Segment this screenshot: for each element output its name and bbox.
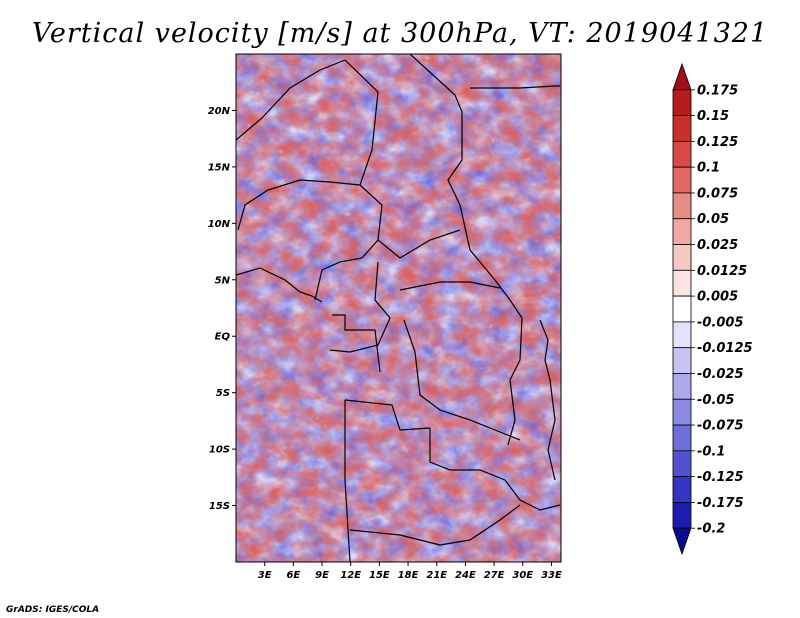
map-plot-area [236, 54, 561, 562]
colorbar-bin [672, 476, 692, 503]
x-tick-label: 15E [369, 570, 390, 581]
colorbar-label: -0.05 [697, 393, 734, 408]
x-tick-label: 21E [426, 570, 447, 581]
y-tick-label: 15S [209, 501, 230, 512]
colorbar-label: 0.15 [697, 109, 729, 124]
colorbar-bin [672, 269, 692, 297]
colorbar-bin [672, 373, 692, 400]
y-tick-label: 5N [215, 275, 231, 286]
colorbar-bin [672, 62, 692, 91]
chart-title: Vertical velocity [m/s] at 300hPa, VT: 2… [32, 18, 768, 49]
x-tick-label: 3E [258, 570, 272, 581]
field-near-zero [236, 54, 561, 562]
colorbar-label: -0.025 [697, 367, 744, 382]
colorbar-bin [672, 295, 692, 323]
colorbar-bin [672, 192, 692, 220]
colorbar-bin [672, 115, 692, 142]
x-tick-label: 33E [541, 570, 562, 581]
country-borders [236, 54, 561, 562]
y-tick-label: 15N [208, 162, 231, 173]
colorbar-label: -0.175 [697, 496, 744, 511]
x-tick-label: 6E [286, 570, 300, 581]
colorbar-bin [672, 450, 692, 478]
colorbar-label: -0.0125 [697, 341, 753, 356]
colorbar-label: 0.175 [697, 83, 738, 98]
colorbar-bin [672, 398, 692, 426]
colorbar-bin [672, 89, 692, 116]
y-tick-label: EQ [215, 332, 231, 343]
y-tick-label: 20N [208, 106, 231, 117]
x-tick-label: 30E [512, 570, 533, 581]
colorbar-bin [672, 218, 692, 245]
colorbar-label: -0.2 [697, 522, 725, 537]
colorbar-label: 0.0125 [697, 264, 747, 279]
colorbar-label: 0.075 [697, 186, 738, 201]
x-axis: 3E 6E 9E 12E 15E 18E 21E 24E 27E 30E 33E [258, 562, 562, 581]
colorbar-label: -0.075 [697, 419, 744, 434]
colorbar-label: 0.025 [697, 238, 738, 253]
y-axis: 20N 15N 10N 5N EQ 5S 10S 15S [208, 106, 236, 512]
y-tick-label: 10S [209, 445, 230, 456]
colorbar-bin [672, 502, 692, 529]
colorbar-label: -0.005 [697, 315, 744, 330]
colorbar-label: 0.005 [697, 290, 738, 305]
y-tick-label: 10N [208, 219, 231, 230]
colorbar-bin [672, 527, 692, 556]
colorbar-label: 0.05 [697, 212, 729, 227]
colorbar: 0.175 0.15 0.125 0.1 0.075 0.05 0.025 0.0125 0.0… [672, 62, 753, 556]
colorbar-label: 0.1 [697, 161, 720, 176]
x-tick-label: 9E [315, 570, 329, 581]
credit-label: GrADS: IGES/COLA [6, 605, 99, 615]
x-tick-label: 24E [455, 570, 476, 581]
x-tick-label: 18E [398, 570, 419, 581]
colorbar-bin [672, 321, 692, 349]
colorbar-bin [672, 244, 692, 271]
x-tick-label: 12E [340, 570, 361, 581]
colorbar-bin [672, 166, 692, 194]
colorbar-bin [672, 140, 692, 168]
colorbar-label: -0.125 [697, 470, 744, 485]
colorbar-label: -0.1 [697, 444, 725, 459]
map-frame [235, 53, 562, 563]
y-tick-label: 5S [216, 388, 230, 399]
colorbar-bin [672, 347, 692, 374]
x-tick-label: 27E [484, 570, 505, 581]
colorbar-bin [672, 424, 692, 452]
colorbar-label: 0.125 [697, 135, 738, 150]
